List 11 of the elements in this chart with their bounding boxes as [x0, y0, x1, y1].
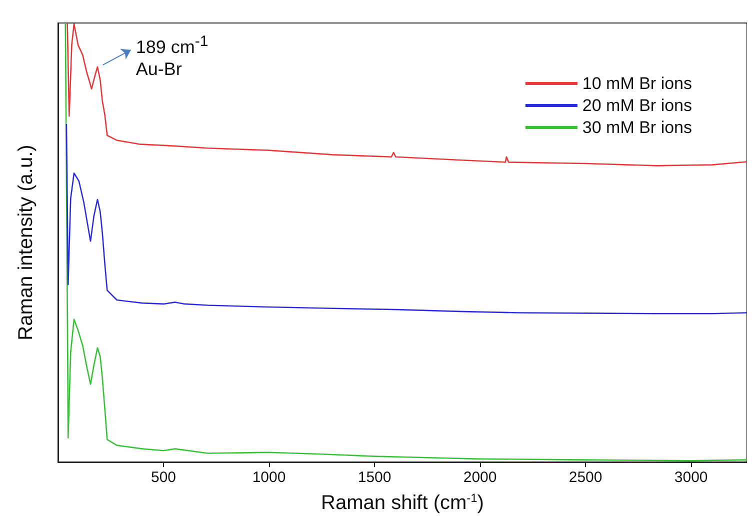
- x-tick-label: 1000: [252, 469, 286, 486]
- legend-label: 10 mM Br ions: [582, 74, 692, 93]
- x-tick-label: 1500: [358, 469, 392, 486]
- legend-label: 20 mM Br ions: [582, 96, 692, 115]
- y-axis-title: Raman intensity (a.u.): [15, 144, 37, 340]
- annotation: 189 cm$^{-1}$ Au-Br: [136, 32, 208, 80]
- x-tick-label: 3000: [674, 469, 708, 486]
- x-tick-label: 2000: [463, 469, 497, 486]
- x-tick-label: 2500: [568, 469, 602, 486]
- x-tick-label: 500: [150, 469, 176, 486]
- legend-label: 30 mM Br ions: [582, 118, 692, 137]
